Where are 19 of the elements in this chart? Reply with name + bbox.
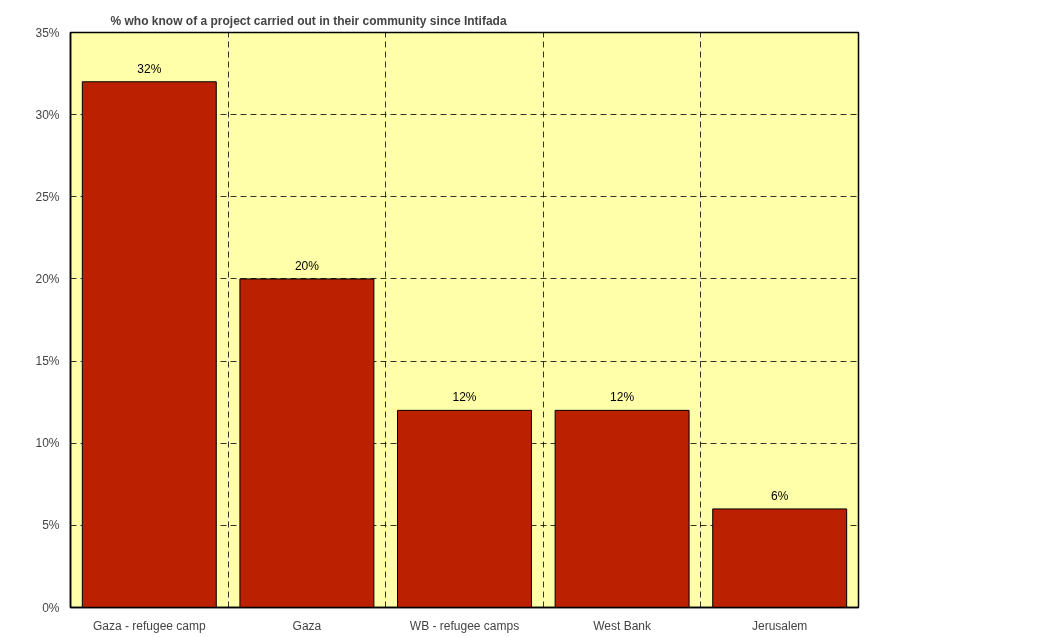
- y-tick-label: 10%: [35, 436, 60, 451]
- y-tick-label: 35%: [35, 25, 60, 40]
- data-label: 20%: [294, 258, 320, 273]
- y-tick-label: 30%: [35, 107, 60, 122]
- y-tick-label: 5%: [42, 518, 60, 533]
- data-label: 12%: [452, 390, 477, 405]
- x-tick-label: Gaza: [292, 618, 322, 633]
- y-tick-label: 25%: [35, 189, 60, 204]
- data-label: 6%: [771, 488, 789, 503]
- y-tick-label: 15%: [35, 354, 60, 369]
- chart-title: % who know of a project carried out in their community since Intifada: [110, 13, 507, 28]
- x-tick-label: WB - refugee camps: [409, 618, 520, 633]
- x-tick-label: Gaza - refugee camp: [92, 618, 206, 633]
- y-tick-label: 0%: [42, 600, 60, 615]
- x-tick-label: Jerusalem: [752, 618, 808, 633]
- data-label: 32%: [137, 61, 162, 76]
- data-label: 12%: [610, 390, 635, 405]
- x-tick-label: West Bank: [593, 618, 652, 633]
- y-tick-label: 20%: [35, 271, 60, 286]
